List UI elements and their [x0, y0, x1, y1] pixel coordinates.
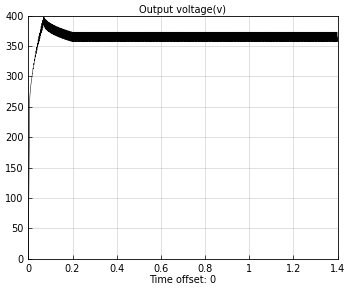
X-axis label: Time offset: 0: Time offset: 0	[149, 275, 217, 285]
Title: Output voltage(v): Output voltage(v)	[139, 5, 226, 15]
